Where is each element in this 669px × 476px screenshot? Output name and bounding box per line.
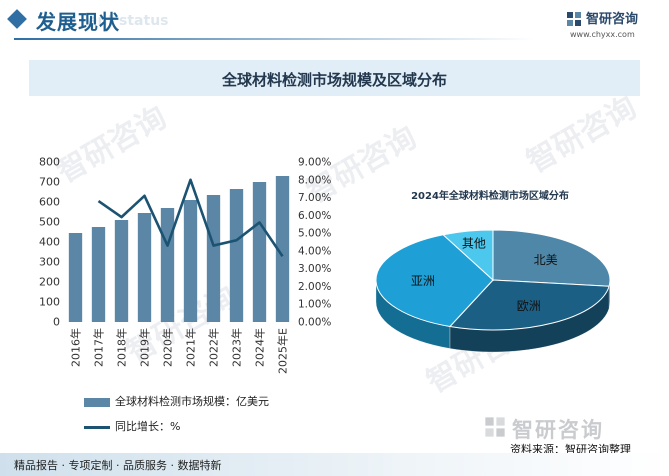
bar bbox=[206, 195, 221, 322]
pie-slice-label: 欧洲 bbox=[517, 299, 541, 313]
bar bbox=[252, 182, 267, 322]
y-tick-label: 700 bbox=[39, 176, 60, 189]
y-tick-label: 400 bbox=[39, 236, 60, 249]
y-tick-label: 100 bbox=[39, 296, 60, 309]
x-tick-label: 2018年 bbox=[115, 328, 129, 367]
pie-slice-label: 北美 bbox=[534, 253, 558, 267]
bar bbox=[275, 176, 290, 322]
y2-tick-label: 3.00% bbox=[298, 263, 331, 275]
pie-slice bbox=[492, 229, 611, 287]
x-tick-label: 2022年 bbox=[207, 328, 221, 367]
pie-slice-label: 亚洲 bbox=[411, 274, 435, 288]
watermark: 智研咨询 bbox=[521, 89, 643, 181]
page-header: ent status 发展现状 智研咨询 www.chyxx.com bbox=[0, 0, 669, 44]
x-tick-label: 2024年 bbox=[253, 328, 267, 367]
x-tick-label: 2025年E bbox=[276, 328, 290, 374]
y2-tick-label: 9.00% bbox=[298, 157, 331, 169]
y-tick-label: 200 bbox=[39, 276, 60, 289]
x-tick-label: 2020年 bbox=[161, 328, 175, 367]
y-tick-label: 300 bbox=[39, 256, 60, 269]
header-divider bbox=[14, 38, 534, 40]
y2-tick-label: 5.00% bbox=[298, 228, 331, 240]
y2-tick-label: 6.00% bbox=[298, 210, 331, 222]
y2-tick-label: 0.00% bbox=[298, 317, 331, 329]
y2-tick-label: 4.00% bbox=[298, 245, 331, 257]
footer-strip bbox=[0, 453, 669, 476]
market-size-combo-chart: 0 100 200 300 400 500 600 700 800 0.00% 1.00% 2.00%… bbox=[39, 156, 331, 374]
bar bbox=[229, 189, 244, 322]
bar bbox=[68, 233, 83, 322]
legend-swatch-line bbox=[84, 425, 110, 429]
legend-item-bar: 全球材料检测市场规模：亿美元 bbox=[84, 393, 269, 409]
legend-item-line: 同比增长：% bbox=[84, 418, 180, 434]
y2-tick-label: 8.00% bbox=[298, 174, 331, 186]
header-ghost-text: ent status bbox=[88, 13, 169, 29]
pie-slice bbox=[442, 229, 494, 282]
bar bbox=[160, 208, 175, 322]
logo-name: 智研咨询 bbox=[586, 12, 639, 27]
y-tick-label: 800 bbox=[39, 156, 60, 169]
x-tick-label: 2016年 bbox=[69, 328, 83, 367]
footer-logo-name: 智研咨询 bbox=[512, 418, 604, 442]
brand-logo[interactable]: 智研咨询 www.chyxx.com bbox=[566, 8, 666, 44]
logo-icon bbox=[567, 12, 581, 26]
footer-logo-icon bbox=[485, 417, 505, 437]
legend-swatch-bar bbox=[84, 397, 110, 407]
y-tick-label: 0 bbox=[53, 316, 60, 329]
y-tick-label: 600 bbox=[39, 196, 60, 209]
pie-slice-label: 其他 bbox=[462, 236, 486, 250]
footer-logo: 智研咨询 bbox=[484, 414, 654, 442]
page-title: 发展现状 bbox=[36, 10, 120, 34]
x-tick-label: 2021年 bbox=[184, 328, 198, 367]
bar bbox=[137, 213, 152, 322]
y-tick-label: 500 bbox=[39, 216, 60, 229]
y2-tick-label: 1.00% bbox=[298, 299, 331, 311]
data-source: 资料来源：智研咨询整理 bbox=[510, 443, 631, 456]
chart-banner: 全球材料检测市场规模及区域分布 bbox=[29, 60, 640, 96]
y2-tick-label: 7.00% bbox=[298, 192, 331, 204]
logo-url: www.chyxx.com bbox=[570, 30, 635, 39]
banner-title: 全球材料检测市场规模及区域分布 bbox=[221, 71, 447, 89]
x-tick-label: 2017年 bbox=[92, 328, 106, 367]
pie-slice bbox=[375, 234, 494, 328]
footer-services: 精品报告 · 专项定制 · 品质服务 · 数据特新 bbox=[14, 459, 222, 472]
legend-label-bar: 全球材料检测市场规模：亿美元 bbox=[115, 395, 269, 408]
x-tick-label: 2019年 bbox=[138, 328, 152, 367]
pie-chart-title: 2024年全球材料检测市场区域分布 bbox=[411, 191, 569, 202]
y2-tick-label: 2.00% bbox=[298, 281, 331, 293]
diamond-icon bbox=[7, 9, 27, 29]
bar bbox=[91, 227, 106, 322]
bar bbox=[114, 220, 129, 322]
legend-label-line: 同比增长：% bbox=[115, 420, 181, 433]
bar bbox=[183, 200, 198, 322]
x-tick-label: 2023年 bbox=[230, 328, 244, 367]
pie-slice bbox=[448, 279, 610, 331]
